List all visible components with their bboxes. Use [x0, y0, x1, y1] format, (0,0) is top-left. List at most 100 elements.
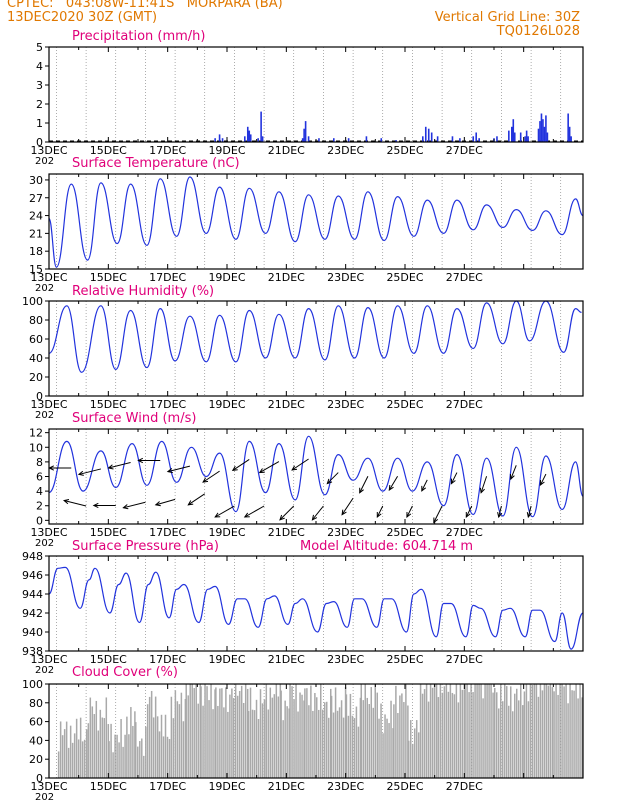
y-tick-label: 942: [22, 607, 43, 620]
cloud-bar: [189, 684, 191, 778]
cloud-bar: [407, 740, 410, 778]
cloud-bar: [407, 705, 409, 778]
cloud-bar: [101, 717, 104, 778]
panel-frame: [48, 46, 584, 143]
precip-bar: [545, 115, 547, 142]
cloud-bar: [227, 711, 229, 778]
cloud-bar: [529, 684, 532, 778]
cloud-bar: [212, 709, 214, 778]
precip-bar: [568, 126, 571, 142]
cloud-bar: [200, 686, 202, 778]
cloud-bar: [303, 700, 305, 778]
cloud-bar: [69, 725, 72, 778]
x-tick-label: 21DEC: [268, 780, 305, 793]
cloud-bar: [561, 684, 563, 778]
cloud-bar: [182, 721, 185, 778]
cloud-bar: [468, 692, 470, 778]
cloud-bar: [557, 694, 559, 778]
cloud-bar: [308, 705, 310, 778]
cloud-bar: [122, 746, 124, 778]
y-tick-label: 30: [29, 174, 43, 187]
cloud-bar: [480, 684, 482, 778]
cloud-bar: [261, 703, 264, 778]
cloud-bar: [75, 718, 78, 778]
cloud-bar: [395, 685, 397, 778]
cloud-bar: [330, 688, 332, 778]
cloud-bar: [71, 742, 74, 778]
cloud-bar: [366, 697, 368, 778]
x-tick-label: 25DEC: [386, 653, 423, 666]
cloud-bar: [221, 688, 223, 778]
cloud-bar: [116, 734, 118, 778]
y-tick-label: 80: [29, 314, 43, 327]
header-grid-line: Vertical Grid Line: 30Z: [434, 10, 580, 25]
x-tick-label: 17DEC: [149, 653, 186, 666]
cloud-bar: [466, 684, 468, 778]
cloud-bar: [301, 694, 303, 778]
cloud-bar: [208, 700, 210, 778]
precip-bar: [459, 138, 461, 142]
year-label: 202: [35, 538, 54, 549]
cloud-bar: [93, 714, 96, 778]
cloud-bar: [120, 719, 122, 778]
cloud-bar: [59, 721, 62, 778]
x-tick-label: 23DEC: [327, 653, 364, 666]
cloud-bar: [411, 743, 414, 778]
precip-bar: [427, 128, 430, 142]
cloud-bar: [421, 693, 424, 778]
wind-arrow-head: [450, 478, 456, 485]
cloud-bar: [453, 694, 456, 778]
precip-bar: [512, 119, 515, 142]
y-tick-label: 40: [29, 352, 43, 365]
cloud-bar: [160, 714, 163, 778]
precip-bar: [478, 138, 480, 142]
precip-bar: [333, 138, 335, 142]
precip-bar: [365, 136, 368, 142]
cloud-bar: [57, 751, 60, 778]
cloud-bar: [197, 703, 199, 778]
wind-arrow-head: [376, 512, 382, 519]
x-tick-label: 19DEC: [208, 144, 245, 157]
wind-arrow-head: [214, 512, 221, 518]
cloud-bar: [139, 741, 141, 778]
wind-title: Surface Wind (m/s): [72, 411, 197, 426]
wind-arrow-head: [433, 517, 439, 524]
cloud-bar: [478, 684, 480, 778]
panel-frame: [48, 173, 584, 270]
x-tick-label: 25DEC: [386, 780, 423, 793]
cloud-bar: [417, 732, 420, 778]
cloud-bar: [563, 686, 565, 778]
precip-bar: [475, 132, 477, 142]
series-line: [48, 176, 584, 268]
precip-bar: [304, 121, 307, 142]
wind-arrow: [108, 462, 131, 469]
cloud-bar: [234, 684, 237, 778]
y-tick-label: 80: [29, 697, 43, 710]
y-tick-label: 0: [36, 514, 43, 527]
cloud-bar: [447, 691, 450, 778]
wind-arrow-head: [291, 465, 298, 471]
cloud-bar: [522, 705, 524, 778]
cloud-bar: [443, 686, 446, 778]
cloud-bar: [89, 697, 92, 778]
precip-bar: [380, 138, 383, 142]
cloud-bar: [403, 702, 405, 778]
precip-bar: [249, 134, 252, 142]
precip-bar: [260, 111, 262, 142]
y-tick-label: 938: [22, 645, 43, 658]
wind-arrow-head: [497, 511, 503, 519]
cloud-bar: [199, 684, 201, 778]
precip-bar: [537, 128, 540, 142]
wind-arrow: [510, 465, 517, 480]
cloud-bar: [150, 690, 153, 778]
cloud-bar: [547, 685, 550, 778]
wind-arrow: [279, 505, 295, 521]
wind-arrow-head: [526, 512, 532, 519]
x-tick-label: 25DEC: [386, 526, 423, 539]
cloud-bar: [158, 731, 161, 778]
cloud-bar: [225, 687, 227, 778]
x-tick-label: 23DEC: [327, 780, 364, 793]
x-tick-label: 15DEC: [90, 526, 127, 539]
cloud-bar: [349, 693, 352, 778]
